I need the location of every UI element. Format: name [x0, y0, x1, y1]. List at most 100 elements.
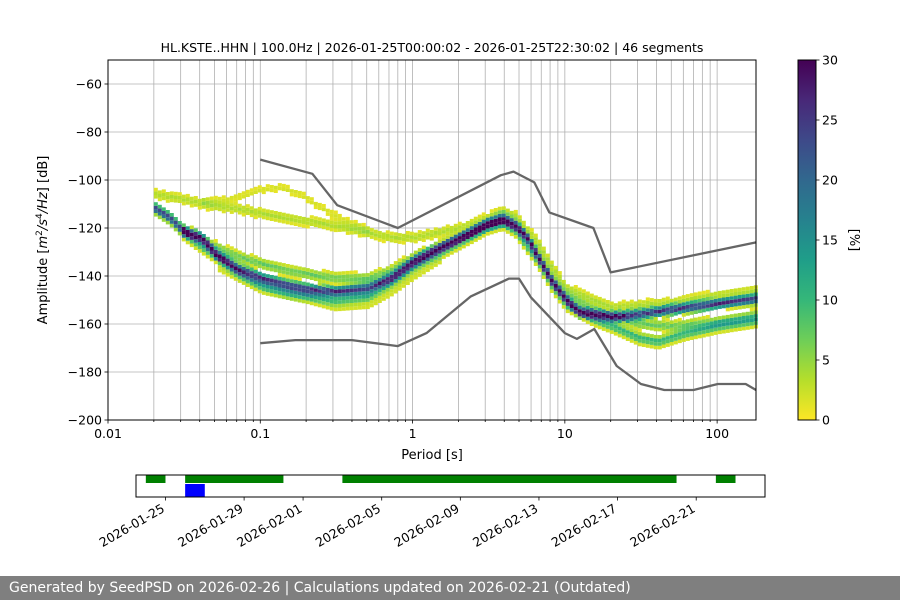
heatmap-cell	[685, 326, 690, 331]
heatmap-cell	[661, 333, 666, 338]
heatmap-cell	[605, 314, 610, 318]
heatmap-cell	[485, 221, 490, 225]
heatmap-cell	[413, 232, 418, 237]
heatmap-cell	[333, 307, 338, 312]
heatmap-cell	[349, 295, 354, 300]
heatmap-cell	[677, 303, 682, 308]
heatmap-cell	[489, 209, 494, 213]
heatmap-cell	[345, 220, 350, 225]
heatmap-cell	[577, 305, 582, 310]
heatmap-cell	[689, 329, 694, 333]
heatmap-cell	[705, 304, 710, 308]
heatmap-cell	[733, 328, 738, 332]
heatmap-cell	[229, 271, 234, 276]
heatmap-cell	[409, 231, 414, 236]
heatmap-cell	[429, 247, 434, 252]
heatmap-cell	[365, 291, 370, 295]
heatmap-cell	[541, 268, 546, 272]
heatmap-cell	[697, 323, 702, 328]
heatmap-cell	[677, 335, 682, 340]
heatmap-cell	[553, 287, 558, 292]
heatmap-cell	[653, 334, 658, 339]
heatmap-cell	[397, 272, 402, 277]
heatmap-cell	[309, 218, 314, 223]
heatmap-cell	[417, 273, 422, 277]
heatmap-cell	[693, 321, 698, 325]
heatmap-cell	[653, 302, 658, 307]
heatmap-cell	[445, 238, 450, 243]
heatmap-cell	[401, 269, 406, 274]
heatmap-cell	[385, 295, 390, 299]
heatmap-cell	[529, 235, 534, 239]
heatmap-cell	[397, 240, 402, 244]
heatmap-cell	[233, 255, 238, 260]
heatmap-cell	[361, 230, 366, 234]
heatmap-cell	[265, 263, 270, 267]
heatmap-cell	[433, 259, 438, 264]
y-label-part: m	[36, 236, 51, 249]
heatmap-cell	[365, 226, 370, 230]
heatmap-cell	[297, 216, 302, 220]
heatmap-cell	[217, 196, 222, 201]
heatmap-cell	[677, 325, 682, 329]
heatmap-cell	[681, 331, 686, 335]
heatmap-cell	[661, 297, 666, 302]
heatmap-cell	[193, 196, 198, 200]
heatmap-cell	[633, 315, 638, 320]
heatmap-cell	[417, 269, 422, 274]
heatmap-cell	[317, 303, 322, 308]
heatmap-cell	[281, 183, 286, 188]
heatmap-cell	[581, 292, 586, 297]
heatmap-cell	[477, 229, 482, 233]
colorbar-tick-label: 25	[822, 113, 838, 128]
heatmap-cell	[165, 192, 170, 196]
heatmap-cell	[389, 264, 394, 268]
heatmap-cell	[553, 276, 558, 281]
heatmap-cell	[425, 253, 430, 258]
heatmap-cell	[213, 206, 218, 211]
heatmap-cell	[697, 302, 702, 306]
heatmap-cell	[189, 203, 194, 208]
heatmap-cell	[525, 251, 530, 256]
heatmap-cell	[365, 233, 370, 238]
heatmap-cell	[193, 235, 198, 240]
heatmap-cell	[305, 224, 310, 229]
heatmap-cell	[193, 242, 198, 247]
heatmap-cell	[245, 211, 250, 215]
heatmap-cell	[709, 317, 714, 322]
heatmap-cell	[733, 306, 738, 310]
heatmap-cell	[221, 270, 226, 275]
heatmap-cell	[265, 277, 270, 282]
heatmap-cell	[281, 273, 286, 278]
heatmap-cell	[313, 273, 318, 278]
heatmap-cell	[361, 294, 366, 299]
heatmap-cell	[237, 210, 242, 215]
heatmap-cell	[345, 227, 350, 232]
heatmap-cell	[461, 244, 466, 249]
heatmap-cell	[749, 311, 754, 315]
heatmap-cell	[553, 280, 558, 284]
heatmap-cell	[213, 239, 218, 243]
heatmap-cell	[293, 283, 298, 288]
heatmap-cell	[709, 332, 714, 336]
heatmap-cell	[433, 245, 438, 249]
heatmap-cell	[165, 199, 170, 203]
heatmap-cell	[645, 340, 650, 345]
heatmap-cell	[705, 307, 710, 312]
heatmap-cell	[277, 183, 282, 187]
heatmap-cell	[537, 268, 542, 272]
heatmap-cell	[673, 312, 678, 316]
heatmap-cell	[721, 301, 726, 305]
heatmap-cell	[281, 291, 286, 296]
heatmap-cell	[601, 298, 606, 303]
heatmap-cell	[273, 265, 278, 269]
heatmap-cell	[625, 301, 630, 305]
heatmap-cell	[509, 232, 514, 237]
heatmap-cell	[213, 253, 218, 257]
heatmap-cell	[681, 309, 686, 314]
heatmap-cell	[293, 287, 298, 291]
heatmap-cell	[425, 264, 430, 269]
heatmap-cell	[717, 305, 722, 309]
heatmap-cell	[325, 305, 330, 310]
footer-status-bar: Generated by SeedPSD on 2026-02-26 | Cal…	[0, 576, 900, 600]
